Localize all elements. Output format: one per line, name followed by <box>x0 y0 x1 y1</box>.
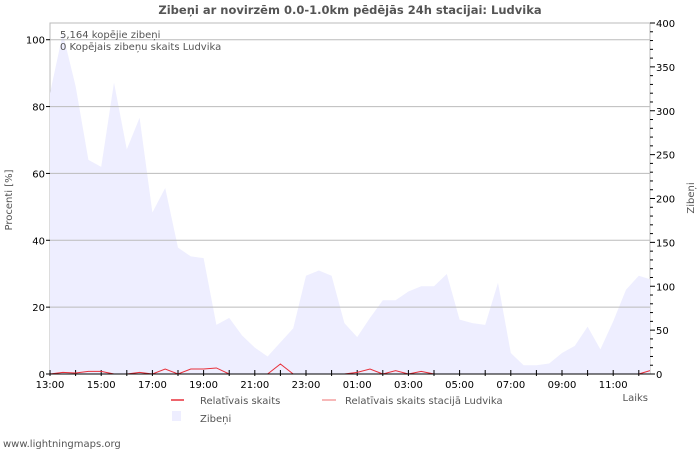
footer-link[interactable]: www.lightningmaps.org <box>3 439 121 450</box>
y2-tick-label: 100 <box>656 282 675 293</box>
x-tick-label: 23:00 <box>292 380 321 391</box>
x-tick-label: 09:00 <box>548 380 577 391</box>
legend-swatch-strikes <box>172 411 181 421</box>
x-tick-label: 13:00 <box>36 380 65 391</box>
x-tick-label: 21:00 <box>240 380 269 391</box>
x-tick-label: 03:00 <box>394 380 423 391</box>
legend: Relatīvais skaits Relatīvais skaits stac… <box>171 396 503 425</box>
y2-tick-label: 300 <box>656 107 675 118</box>
y-tick-label: 60 <box>32 169 45 180</box>
y2-tick-label: 200 <box>656 195 675 206</box>
x-tick-label: 19:00 <box>189 380 218 391</box>
y2-tick-label: 0 <box>656 370 662 381</box>
series-area-zibeni <box>50 33 650 374</box>
y-tick-label: 80 <box>32 103 45 114</box>
y-tick-label: 100 <box>26 36 45 47</box>
y2-tick-label: 350 <box>656 63 675 74</box>
annotation-station: 0 Kopējais zibeņu skaits Ludvika <box>60 42 221 53</box>
y2-tick-label: 50 <box>656 326 669 337</box>
x-axis-label: Laiks <box>623 393 648 404</box>
y-axis-label: Procenti [%] <box>4 169 15 230</box>
x-tick-label: 05:00 <box>445 380 474 391</box>
legend-label-relative-station: Relatīvais skaits stacijā Ludvika <box>345 396 503 407</box>
x-tick-label: 17:00 <box>138 380 167 391</box>
plot-area: 0 20 40 60 80 100 0 50 100 150 200 250 300 350 400 13:0… <box>26 19 675 391</box>
legend-label-strikes: Zibeņi <box>200 414 231 425</box>
y2-axis-label: Zibeņi <box>686 182 697 213</box>
x-tick-label: 15:00 <box>87 380 116 391</box>
x-tick-label: 01:00 <box>343 380 372 391</box>
x-tick-label: 07:00 <box>496 380 525 391</box>
annotation-total: 5,164 kopējie zibeņi <box>60 30 160 41</box>
y2-tick-label: 400 <box>656 19 675 30</box>
y2-tick-label: 250 <box>656 151 675 162</box>
legend-label-relative: Relatīvais skaits <box>200 396 280 407</box>
x-tick-label: 11:00 <box>599 380 628 391</box>
y-tick-label: 0 <box>39 370 45 381</box>
y2-tick-label: 150 <box>656 238 675 249</box>
chart-title: Zibeņi ar novirzēm 0.0-1.0km pēdējās 24h… <box>158 3 541 17</box>
y-tick-label: 40 <box>32 236 45 247</box>
y-tick-label: 20 <box>32 303 45 314</box>
